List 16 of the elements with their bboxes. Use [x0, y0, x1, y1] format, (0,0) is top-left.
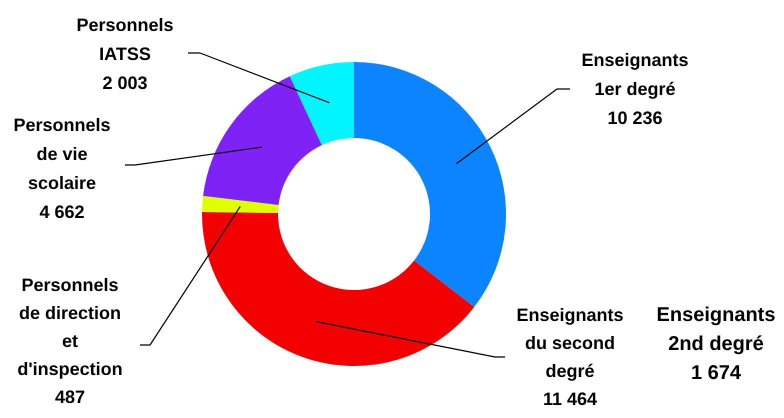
slice-label: Personnels IATSS: [76, 15, 174, 64]
slice-label: Enseignants 1er degré: [581, 50, 689, 99]
donut-slice: [202, 212, 474, 366]
donut-slice: [203, 76, 322, 205]
slice-label: Personnels de direction et d'inspection: [17, 275, 123, 379]
text: Enseignants 2nd degré 1 674: [656, 304, 776, 384]
data-label: 4 662: [39, 202, 85, 222]
slice-label: Personnels de vie scolaire: [13, 115, 111, 193]
data-label: 10 236: [607, 108, 663, 128]
data-label: 2 003: [102, 73, 148, 93]
donut-slice: [202, 196, 279, 213]
slice-label: Enseignants du second degré: [516, 305, 624, 381]
data-label: 487: [54, 387, 86, 407]
donut-slice: [290, 62, 354, 146]
data-label: 11 464: [542, 389, 598, 409]
donut-slice: [354, 62, 506, 307]
